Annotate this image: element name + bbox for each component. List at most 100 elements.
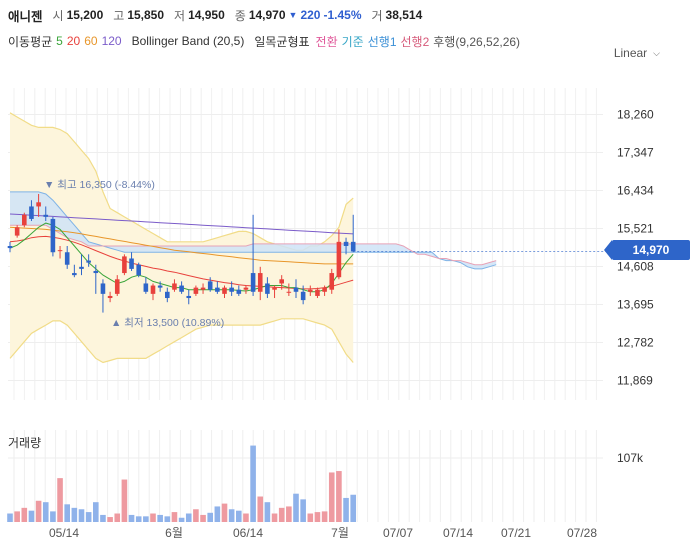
candle-body <box>193 287 199 294</box>
volume-bar <box>343 497 349 522</box>
candle-body <box>243 287 249 290</box>
volume-bar <box>350 494 356 522</box>
candle-body <box>22 214 27 226</box>
moving-average-label[interactable]: 이동평균 <box>8 34 53 49</box>
candle-body <box>114 279 120 294</box>
volume-tick-label: 107k <box>617 451 644 465</box>
volume-bar <box>78 509 85 522</box>
y-tick-label: 16,434 <box>617 183 654 197</box>
volume-bar <box>293 493 299 522</box>
x-tick-label: 06/14 <box>233 526 263 540</box>
low-label: 저 <box>174 8 186 23</box>
candle-body <box>286 291 292 293</box>
y-tick-label: 17,347 <box>617 145 654 159</box>
candle-body <box>129 258 134 269</box>
volume-bar <box>121 479 128 522</box>
ma20-label: 20 <box>66 34 81 48</box>
indicator-legend: 이동평균 5 20 60 120 Bollinger Band (20,5) 일… <box>8 32 524 50</box>
candle-body <box>200 287 206 290</box>
volume-bar <box>71 507 78 522</box>
candle-body <box>14 227 20 236</box>
candle-body <box>336 241 342 278</box>
chikou-label: 후행(9,26,52,26) <box>433 34 521 49</box>
candle-body <box>29 206 34 219</box>
volume-bar <box>250 445 256 522</box>
volume-bar <box>128 514 135 522</box>
bollinger-label[interactable]: Bollinger Band (20,5) <box>131 34 245 48</box>
volume-bar <box>100 514 106 522</box>
ma60-line <box>9 226 354 265</box>
high-value: 15,850 <box>127 8 165 22</box>
candle-body <box>143 283 149 292</box>
volume-bar <box>93 502 99 522</box>
candle-body <box>72 273 77 276</box>
volume-label: 거 <box>371 8 383 23</box>
x-tick-label: 07/28 <box>567 526 597 540</box>
candle-body <box>43 214 49 217</box>
candle-body <box>308 289 313 292</box>
volume-bar <box>328 472 335 522</box>
candle-body <box>36 202 41 207</box>
volume-bar <box>64 504 70 522</box>
ichimoku-cloud <box>10 191 497 269</box>
volume-bar <box>35 500 42 522</box>
low-value: 14,950 <box>188 8 225 22</box>
open-value: 15,200 <box>66 8 104 22</box>
volume-bar <box>193 509 199 522</box>
x-tick-label: 07/21 <box>501 526 531 540</box>
y-tick-label: 18,260 <box>617 107 654 121</box>
x-tick-label: 05/14 <box>49 526 79 540</box>
y-tick-label: 13,695 <box>617 297 654 311</box>
volume-bar <box>307 513 314 522</box>
candle-body <box>150 285 156 294</box>
x-tick-label: 6월 <box>165 526 183 540</box>
open-label: 시 <box>52 8 64 23</box>
y-tick-label: 14,608 <box>617 259 654 273</box>
volume-bar <box>185 513 192 522</box>
candle-body <box>179 285 184 292</box>
candle-body <box>57 250 63 252</box>
quote-header: 애니젠 시 15,200 고 15,850 저 14,950 종 14,970 … <box>8 4 432 26</box>
volume-bar <box>336 471 342 522</box>
volume-bar <box>178 517 185 522</box>
bollinger-lower-line <box>9 318 354 364</box>
volume-pane-label: 거래량 <box>8 436 42 450</box>
volume-bar <box>28 510 35 522</box>
volume-bar <box>207 512 213 522</box>
volume-bar <box>14 511 20 522</box>
change-value: 220 <box>300 8 321 22</box>
x-tick-label: 7월 <box>331 526 349 540</box>
volume-bar <box>57 478 63 522</box>
ichimoku-label[interactable]: 일목균형표 <box>254 34 310 49</box>
stock-name: 애니젠 <box>8 9 43 24</box>
candle-body <box>250 273 256 292</box>
volume-bar <box>150 513 156 522</box>
candle-body <box>172 283 177 290</box>
candle-body <box>100 283 106 294</box>
candle-body <box>122 256 127 274</box>
candle-body <box>86 260 91 263</box>
candle-body <box>186 295 192 299</box>
volume-bar <box>243 513 249 522</box>
span2-label: 선행2 <box>400 34 430 49</box>
volume-bar <box>321 511 328 522</box>
x-tick-label: 07/14 <box>443 526 473 540</box>
candle-body <box>315 289 320 296</box>
volume-bar <box>143 516 149 522</box>
candle-body <box>300 291 306 301</box>
ma5-label: 5 <box>56 34 63 48</box>
candle-body <box>293 287 299 292</box>
volume-bar <box>286 506 292 522</box>
volume-bar <box>157 514 163 522</box>
scale-dropdown[interactable]: Linear ⌵ <box>614 46 660 60</box>
volume-bar <box>257 496 264 522</box>
volume-bar <box>200 514 206 522</box>
volume-bar <box>135 516 142 522</box>
volume-bar <box>171 512 178 522</box>
volume-bar <box>221 503 228 522</box>
volume-bar <box>164 516 171 522</box>
candle-body <box>329 273 335 290</box>
volume-bar <box>314 512 321 522</box>
candle-body <box>207 281 213 290</box>
